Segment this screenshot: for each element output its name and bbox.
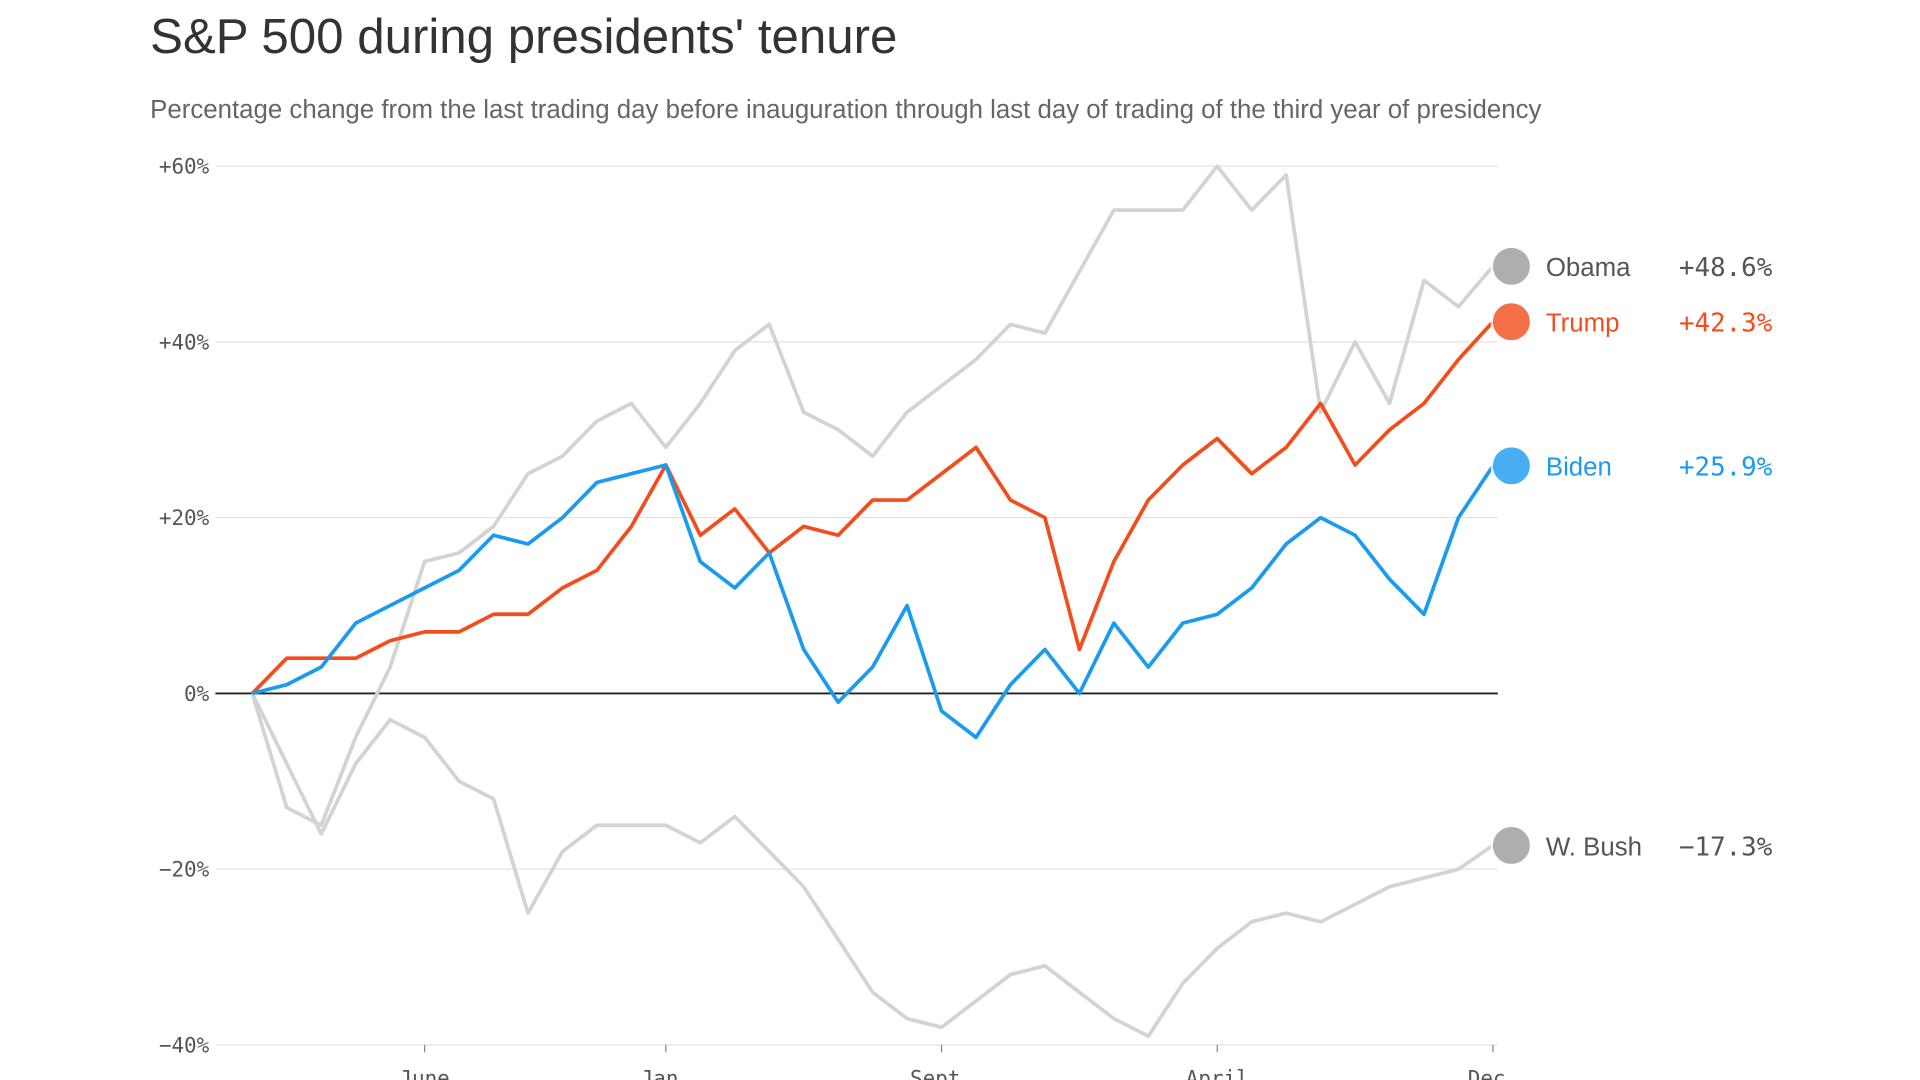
end-value-label: −17.3% bbox=[1679, 832, 1773, 862]
x-tick-label: Jan. bbox=[641, 1067, 691, 1080]
x-tick-label: Dec. bbox=[1468, 1067, 1518, 1080]
president-icon bbox=[1490, 824, 1533, 867]
series-line bbox=[250, 692, 1494, 1039]
chart-title: S&P 500 during presidents' tenure bbox=[150, 9, 897, 64]
y-tick-label: +20% bbox=[159, 506, 210, 530]
x-tick-label: Sept. bbox=[910, 1067, 973, 1080]
y-tick-label: +40% bbox=[159, 330, 210, 354]
y-tick-label: 0% bbox=[184, 682, 210, 706]
president-icon bbox=[1490, 245, 1533, 288]
legend-name: Obama bbox=[1546, 254, 1631, 282]
series-line bbox=[250, 164, 1495, 828]
y-tick-label: −20% bbox=[159, 858, 210, 882]
legend-name: W. Bush bbox=[1546, 833, 1642, 861]
end-value-label: +42.3% bbox=[1679, 309, 1773, 339]
end-value-label: +25.9% bbox=[1679, 453, 1773, 483]
x-tick-label: June bbox=[399, 1067, 449, 1080]
president-icon bbox=[1490, 444, 1533, 487]
legend-name: Biden bbox=[1546, 454, 1612, 482]
series-line bbox=[250, 320, 1495, 695]
x-tick-label: April bbox=[1186, 1067, 1249, 1080]
end-value-label: +48.6% bbox=[1679, 253, 1773, 283]
chart-subtitle: Percentage change from the last trading … bbox=[150, 96, 1541, 124]
y-tick-label: −40% bbox=[159, 1033, 210, 1057]
y-tick-label: +60% bbox=[159, 155, 210, 179]
series-line bbox=[251, 463, 1495, 740]
president-icon bbox=[1490, 300, 1533, 343]
legend-name: Trump bbox=[1546, 310, 1620, 338]
